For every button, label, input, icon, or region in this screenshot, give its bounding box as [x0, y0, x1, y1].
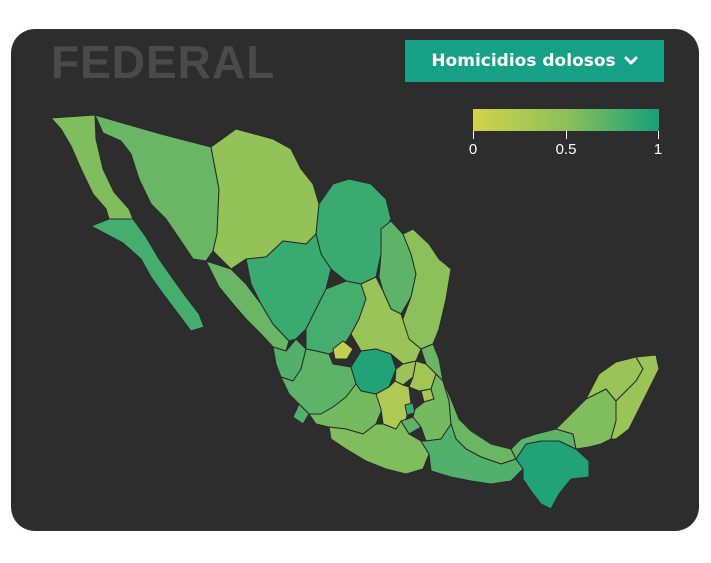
mexico-choropleth-map	[50, 114, 660, 510]
state-chiapas[interactable]	[515, 440, 590, 510]
state-quintana-roo[interactable]	[610, 354, 660, 440]
legend-min-label: 0	[468, 141, 478, 158]
legend-tick-min	[473, 131, 474, 139]
legend-tick-mid	[566, 131, 567, 139]
legend-tick-max	[658, 131, 659, 139]
dropdown-label: Homicidios dolosos	[431, 51, 616, 71]
legend-gradient-bar	[473, 109, 659, 131]
state-baja-california-sur[interactable]	[90, 218, 205, 332]
legend-mid-label: 0.5	[555, 141, 577, 158]
state-colima[interactable]	[292, 403, 310, 425]
chevron-down-icon	[624, 56, 638, 65]
state-aguascalientes[interactable]	[332, 340, 354, 360]
crime-type-dropdown[interactable]: Homicidios dolosos	[405, 40, 664, 82]
legend-max-label: 1	[653, 141, 663, 158]
color-legend: 0 0.5 1	[468, 109, 663, 169]
scope-watermark: FEDERAL	[51, 36, 276, 88]
map-card: FEDERAL Homicidios dolosos 0 0.5 1	[11, 29, 699, 531]
state-sonora[interactable]	[94, 114, 220, 262]
